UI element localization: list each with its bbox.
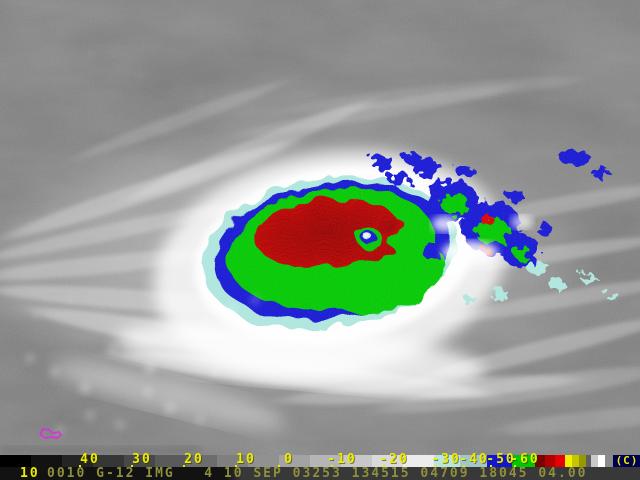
colorbar-segment bbox=[62, 455, 93, 467]
colorbar-segment bbox=[572, 455, 579, 467]
celsius-unit-label: (C) bbox=[615, 454, 639, 467]
colorbar-segment bbox=[487, 455, 512, 467]
colorbar-segment bbox=[186, 455, 217, 467]
colorbar-tick-label: -50 bbox=[486, 452, 516, 467]
colorbar-segment bbox=[0, 455, 31, 467]
colorbar-segment bbox=[372, 455, 403, 467]
colorbar-segment bbox=[545, 455, 555, 467]
colorbar-tick-dot bbox=[79, 465, 81, 467]
grain-texture bbox=[0, 0, 640, 455]
colorbar-segment bbox=[591, 455, 598, 467]
colorbar-tick-label: 30 bbox=[132, 452, 152, 467]
colorbar-tick-label: -40 bbox=[459, 452, 489, 467]
colorbar-segment bbox=[586, 455, 591, 467]
colorbar-tick-dot bbox=[278, 465, 280, 467]
frame-counter: 10 bbox=[20, 466, 40, 480]
colorbar-segment bbox=[403, 455, 434, 467]
colorbar-segment bbox=[555, 455, 565, 467]
colorbar-tick-label: -20 bbox=[379, 452, 409, 467]
colorbar-tick-label: -60 bbox=[510, 452, 540, 467]
colorbar-segment bbox=[93, 455, 124, 467]
colorbar-tick-label: 10 bbox=[236, 452, 256, 467]
colorbar-segment bbox=[535, 455, 545, 467]
colorbar-segment bbox=[155, 455, 186, 467]
colorbar-segment bbox=[605, 455, 613, 467]
colorbar-segment bbox=[310, 455, 341, 467]
colorbar-tick-label: 40 bbox=[80, 452, 100, 467]
colorbar-segment bbox=[341, 455, 372, 467]
hurricane-scene bbox=[0, 0, 640, 455]
colorbar-segment bbox=[124, 455, 155, 467]
satellite-imagery bbox=[0, 0, 640, 455]
colorbar-tick-label: 20 bbox=[184, 452, 204, 467]
colorbar-segment bbox=[613, 455, 640, 467]
colorbar-segment bbox=[512, 455, 535, 467]
colorbar-tick-dot bbox=[131, 465, 133, 467]
colorbar-tick-dot bbox=[235, 465, 237, 467]
colorbar-tick-dot bbox=[435, 465, 437, 467]
colorbar-tick-label: 0 bbox=[284, 452, 294, 467]
colorbar-tick-label: -10 bbox=[327, 452, 357, 467]
annotation-text: 0010 G-12 IMG 4 10 SEP 03253 134515 0470… bbox=[47, 466, 588, 480]
colorbar-segment bbox=[31, 455, 62, 467]
colorbar-segment bbox=[434, 455, 460, 467]
colorbar-segment bbox=[460, 455, 487, 467]
colorbar-tick-dot bbox=[383, 465, 385, 467]
colorbar-segment bbox=[598, 455, 605, 467]
colorbar-segment bbox=[279, 455, 310, 467]
colorbar-tick-label: -30 bbox=[431, 452, 461, 467]
colorbar-tick-dot bbox=[183, 465, 185, 467]
temperature-colorbar: (C) 40 30 20 10 0 -10 -20 -30 -40 -50 -60 bbox=[0, 452, 640, 467]
colorbar-segment bbox=[579, 455, 586, 467]
colorbar-tick-dot bbox=[514, 465, 516, 467]
colorbar-tick-dot bbox=[490, 465, 492, 467]
colorbar-segment bbox=[248, 455, 279, 467]
colorbar-tick-dot bbox=[463, 465, 465, 467]
colorbar-segment bbox=[217, 455, 248, 467]
status-line: 10 0010 G-12 IMG 4 10 SEP 03253 134515 0… bbox=[0, 467, 640, 480]
colorbar-tick-dot bbox=[331, 465, 333, 467]
colorbar-segment bbox=[565, 455, 572, 467]
